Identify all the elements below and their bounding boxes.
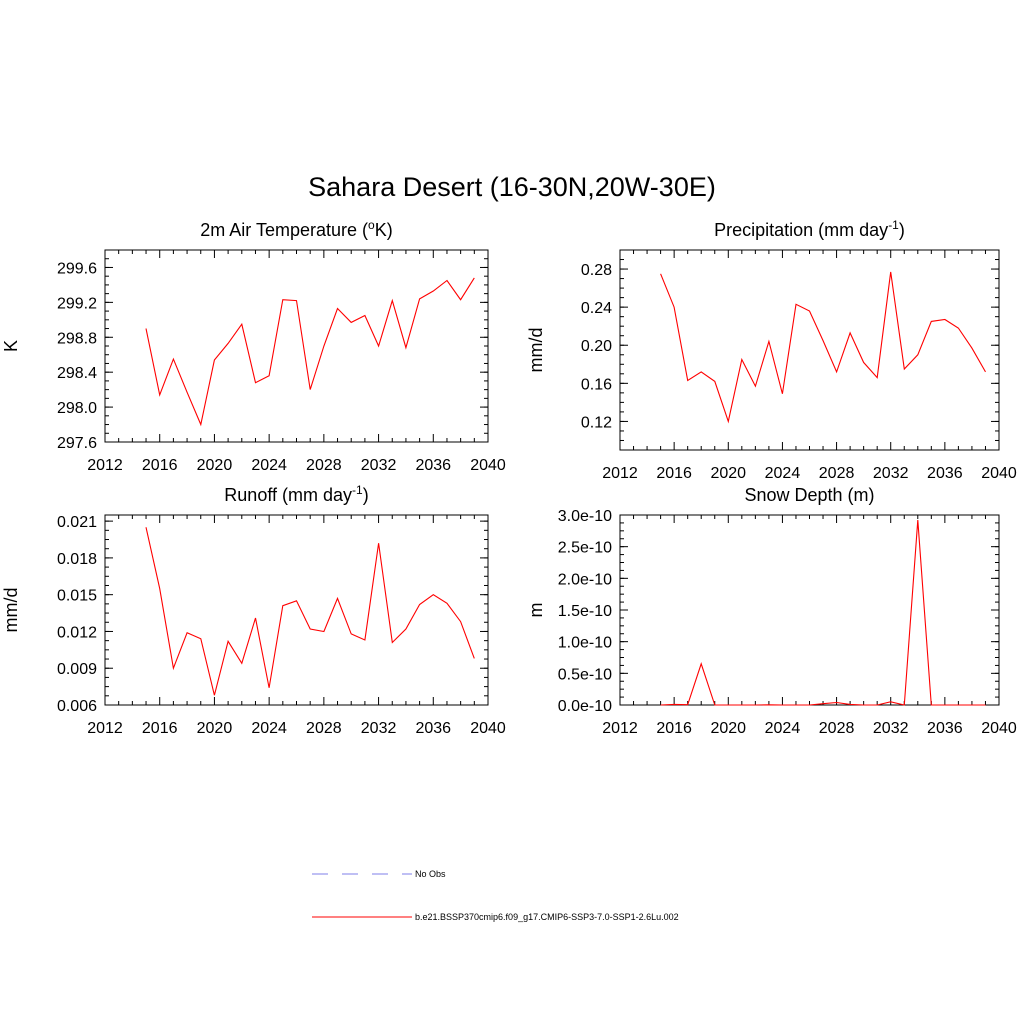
runoff-xtick-label: 2028 [306,720,342,737]
temp-frame [104,249,489,443]
legend-label-no-obs: No Obs [415,869,446,879]
snow-xtick-label: 2032 [873,720,909,737]
precip-ytick-label: 0.12 [581,414,612,431]
temp-xtick-label: 2020 [197,457,233,474]
runoff-ytick-label: 0.015 [57,588,97,605]
runoff-ytick-label: 0.012 [57,624,97,641]
snow-ytick-label: 0.5e-10 [558,666,612,683]
runoff-frame [104,514,489,706]
panel-runoff: Runoff (mm day-1) mm/d 2012 2016 2020 2024 202… [1,483,506,737]
temp-ytick-label: 297.6 [57,435,97,452]
precip-title-end: ) [899,220,905,240]
snow-series-line [660,520,986,706]
temp-ytick-label: 299.6 [57,260,97,277]
snow-xtick-label: 2036 [927,720,963,737]
snow-xtick-label: 2040 [981,720,1017,737]
runoff-ytick-label: 0.006 [57,698,97,715]
panel-snow: Snow Depth (m) m 2012 2016 2020 2024 2028 2032 2… [526,485,1017,737]
temp-title: 2m Air Temperature (oK) [200,218,392,240]
temp-title-end: K) [375,220,393,240]
snow-ylabel: m [526,603,546,618]
legend-label-model: b.e21.BSSP370cmip6.f09_g17.CMIP6-SSP3-7.… [415,912,679,922]
snow-ytick-label: 2.5e-10 [558,540,612,557]
runoff-ytick-label: 0.009 [57,661,97,678]
precip-xtick-label: 2012 [602,465,638,482]
precip-xtick-label: 2016 [656,465,692,482]
runoff-xtick-label: 2032 [361,720,397,737]
precip-ytick-label: 0.20 [581,338,612,355]
precip-xtick-label: 2020 [710,465,746,482]
snow-title: Snow Depth (m) [744,485,874,505]
precip-ylabel: mm/d [526,328,546,373]
runoff-title: Runoff (mm day-1) [224,483,368,505]
temp-xtick-label: 2036 [415,457,451,474]
temp-title-sup: o [368,218,375,232]
temp-ytick-label: 298.4 [57,365,97,382]
temp-xtick-label: 2028 [306,457,342,474]
temp-xtick-label: 2040 [470,457,506,474]
temp-ytick-label: 298.8 [57,330,97,347]
snow-ytick-label: 0.0e-10 [558,698,612,715]
runoff-series-line [145,527,475,696]
precip-frame [619,249,1000,451]
figure-title: Sahara Desert (16-30N,20W-30E) [308,172,716,202]
temp-xtick-label: 2032 [361,457,397,474]
snow-xtick-label: 2012 [602,720,638,737]
temp-series-line [145,277,475,427]
panel-precip: Precipitation (mm day-1) mm/d 2012 2016 2020… [526,218,1017,482]
snow-ytick-label: 3.0e-10 [558,508,612,525]
runoff-xtick-label: 2016 [142,720,178,737]
runoff-xtick-label: 2040 [470,720,506,737]
precip-title: Precipitation (mm day-1) [714,218,905,240]
temp-ytick-label: 299.2 [57,295,97,312]
temp-ylabel: K [1,340,21,352]
snow-ytick-label: 1.5e-10 [558,603,612,620]
snow-xtick-label: 2024 [765,720,801,737]
snow-frame [619,514,1000,706]
precip-xtick-label: 2028 [819,465,855,482]
temp-ytick-label: 298.0 [57,400,97,417]
runoff-xtick-label: 2036 [415,720,451,737]
runoff-ylabel: mm/d [1,588,21,633]
runoff-ytick-label: 0.021 [57,514,97,531]
runoff-xtick-label: 2020 [197,720,233,737]
runoff-title-end: ) [363,485,369,505]
runoff-ytick-label: 0.018 [57,551,97,568]
runoff-xtick-label: 2012 [87,720,123,737]
precip-ytick-label: 0.16 [581,376,612,393]
precip-xtick-label: 2040 [981,465,1017,482]
legend: No Obs b.e21.BSSP370cmip6.f09_g17.CMIP6-… [312,869,679,922]
snow-xtick-label: 2016 [656,720,692,737]
precip-ytick-label: 0.28 [581,262,612,279]
snow-xtick-label: 2020 [710,720,746,737]
precip-series-line [660,271,986,424]
precip-xtick-label: 2036 [927,465,963,482]
temp-xtick-label: 2012 [87,457,123,474]
panel-temp: 2m Air Temperature (oK) K 2012 2016 2020 2024… [1,218,506,474]
temp-xtick-label: 2016 [142,457,178,474]
runoff-title-sup: -1 [352,483,363,497]
snow-ytick-label: 1.0e-10 [558,635,612,652]
precip-xtick-label: 2024 [765,465,801,482]
snow-ytick-label: 2.0e-10 [558,571,612,588]
precip-ytick-label: 0.24 [581,300,612,317]
precip-title-sup: -1 [888,218,899,232]
temp-xtick-label: 2024 [251,457,287,474]
runoff-xtick-label: 2024 [251,720,287,737]
snow-xtick-label: 2028 [819,720,855,737]
precip-xtick-label: 2032 [873,465,909,482]
